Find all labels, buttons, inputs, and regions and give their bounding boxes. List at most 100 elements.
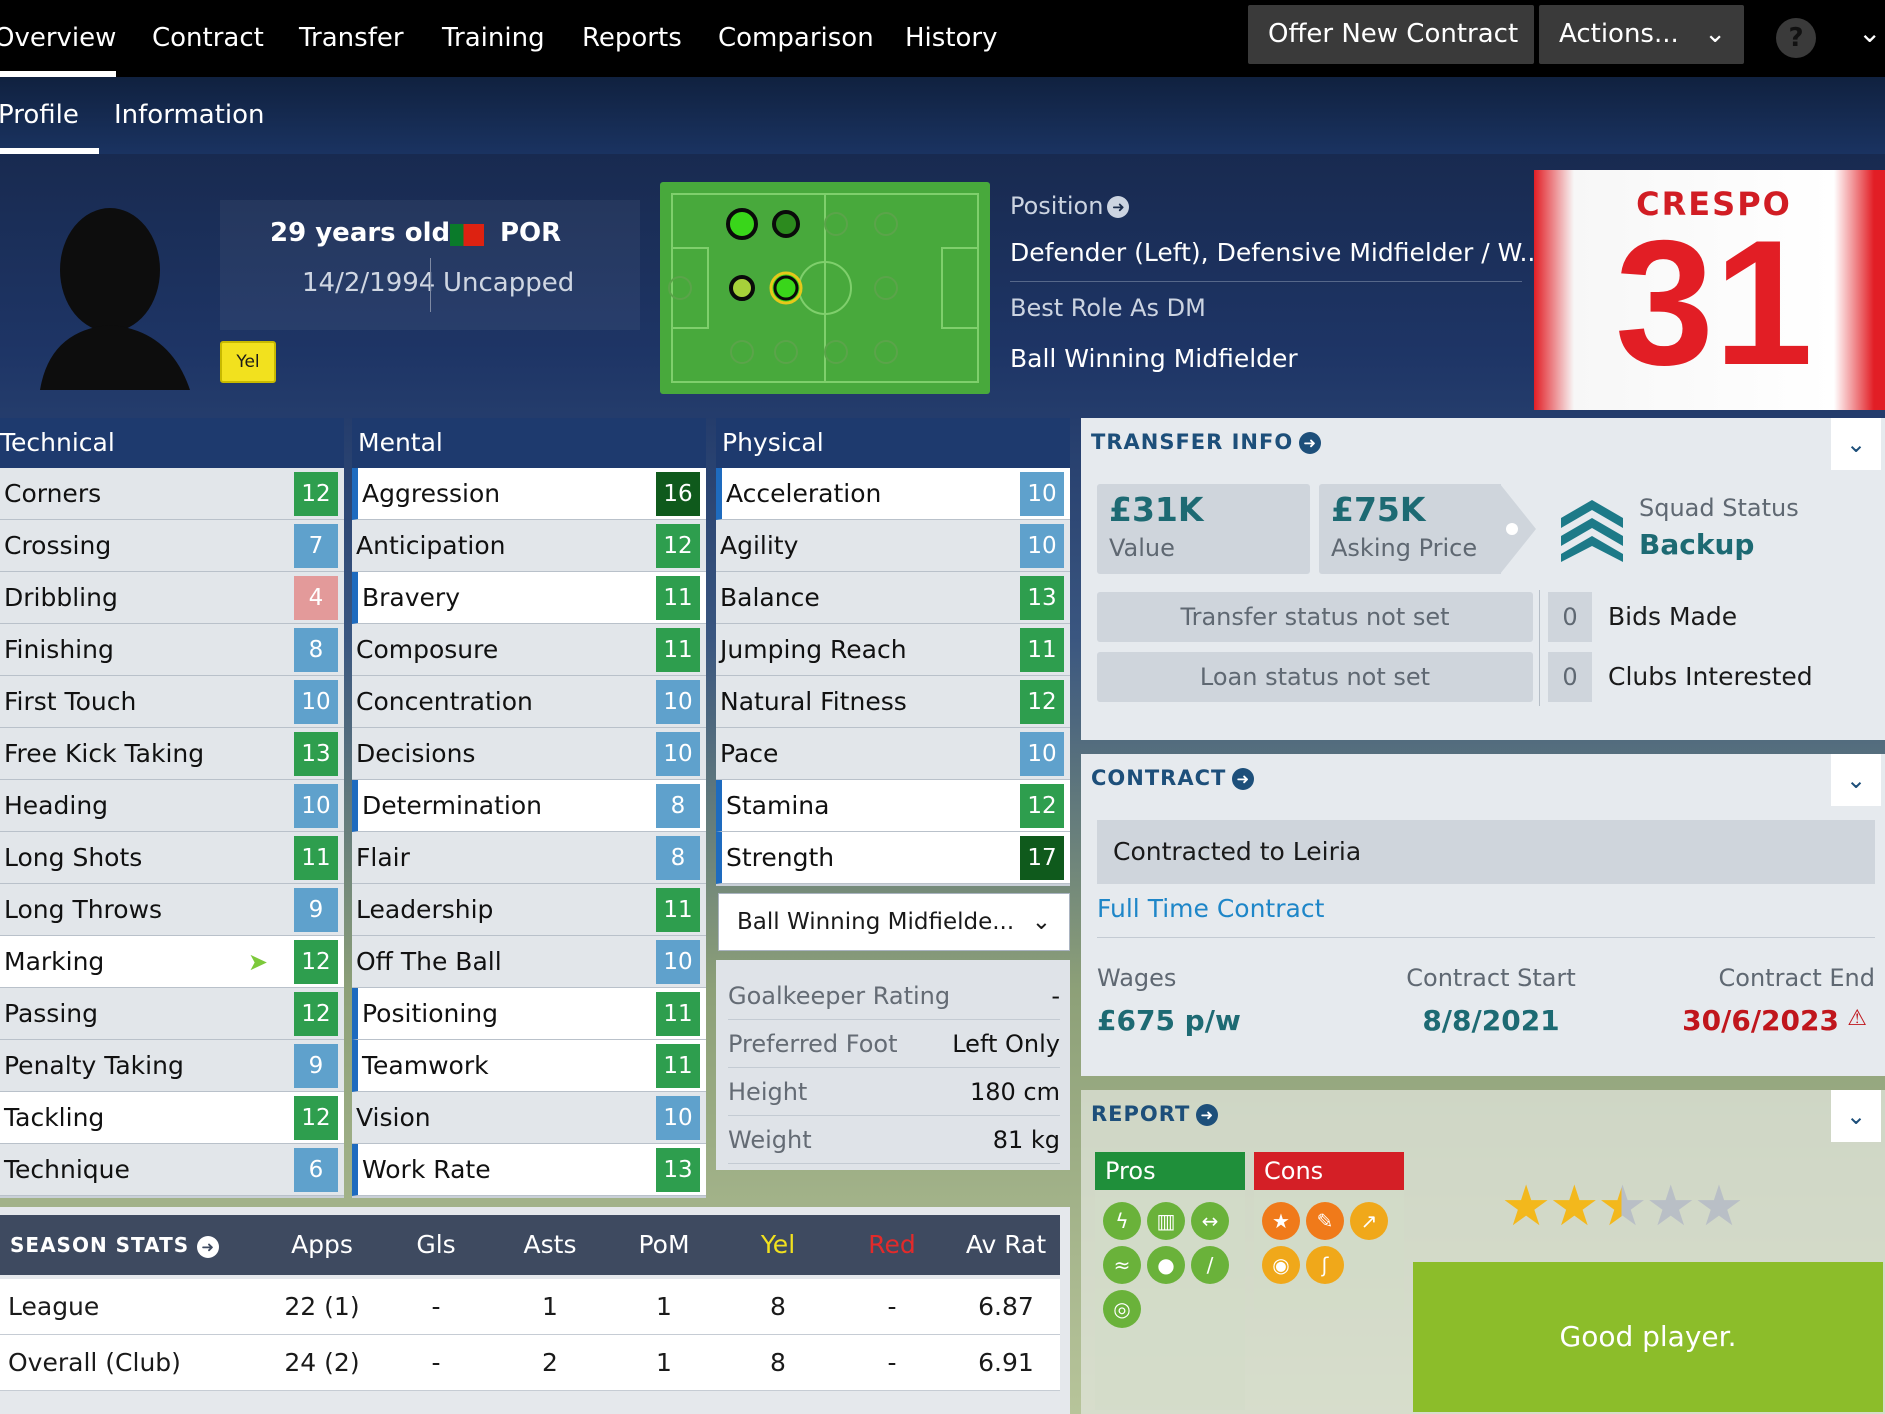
chevron-down-icon[interactable]: ⌄ bbox=[1831, 1090, 1881, 1142]
foot-icon[interactable]: ʃ bbox=[1306, 1246, 1344, 1284]
table-row[interactable]: Overall (Club) 24 (2) - 2 1 8 - 6.91 bbox=[0, 1335, 1060, 1391]
clubs-label[interactable]: Clubs Interested bbox=[1608, 662, 1813, 691]
attribute-row[interactable]: Long Throws 9 bbox=[0, 884, 344, 936]
attribute-row[interactable]: Tackling 12 bbox=[0, 1092, 344, 1144]
attribute-row[interactable]: Jumping Reach 11 bbox=[716, 624, 1070, 676]
attribute-row[interactable]: Work Rate 13 bbox=[352, 1144, 706, 1196]
warning-icon[interactable]: ⚠ bbox=[1847, 1006, 1867, 1031]
attribute-row[interactable]: Long Shots 11 bbox=[0, 832, 344, 884]
contract-end-value: 30/6/2023 bbox=[1682, 1004, 1839, 1037]
dumbbell-icon[interactable]: ↔ bbox=[1191, 1202, 1229, 1240]
attribute-row[interactable]: Bravery 11 bbox=[352, 572, 706, 624]
attribute-row[interactable]: Technique 6 bbox=[0, 1144, 344, 1196]
bids-label[interactable]: Bids Made bbox=[1608, 602, 1738, 631]
target-icon[interactable]: ◎ bbox=[1103, 1290, 1141, 1328]
season-stats: SEASON STATS ➜ Apps Gls Asts PoM Yel Red … bbox=[0, 1207, 1070, 1414]
attribute-row[interactable]: Decisions 10 bbox=[352, 728, 706, 780]
attribute-row[interactable]: Positioning 11 bbox=[352, 988, 706, 1040]
offer-new-contract-button[interactable]: Offer New Contract bbox=[1248, 5, 1534, 64]
col-pom[interactable]: PoM bbox=[638, 1230, 690, 1259]
lightning-icon[interactable]: ϟ bbox=[1103, 1202, 1141, 1240]
attribute-row[interactable]: Determination 8 bbox=[352, 780, 706, 832]
contract-title[interactable]: CONTRACT ➜ bbox=[1091, 766, 1255, 790]
asking-price-box[interactable]: £75K Asking Price bbox=[1319, 484, 1501, 574]
attribute-value: 10 bbox=[294, 784, 338, 828]
position-pitch[interactable] bbox=[660, 182, 990, 394]
attribute-row[interactable]: Leadership 11 bbox=[352, 884, 706, 936]
trend-up-icon[interactable]: ↗ bbox=[1350, 1202, 1388, 1240]
tab-comparison[interactable]: Comparison bbox=[718, 23, 874, 53]
report-title[interactable]: REPORT ➜ bbox=[1091, 1102, 1219, 1126]
attribute-row[interactable]: Natural Fitness 12 bbox=[716, 676, 1070, 728]
wrench-icon[interactable]: ✎ bbox=[1306, 1202, 1344, 1240]
tab-contract[interactable]: Contract bbox=[152, 23, 264, 53]
player-nationality[interactable]: POR bbox=[500, 218, 562, 248]
attribute-row[interactable]: Agility 10 bbox=[716, 520, 1070, 572]
col-gls[interactable]: Gls bbox=[416, 1230, 456, 1259]
attribute-row[interactable]: Balance 13 bbox=[716, 572, 1070, 624]
table-row[interactable]: League 22 (1) - 1 1 8 - 6.87 bbox=[0, 1279, 1060, 1335]
actions-button[interactable]: Actions... ⌄ bbox=[1539, 5, 1744, 64]
attribute-row[interactable]: Off The Ball 10 bbox=[352, 936, 706, 988]
ball-icon[interactable]: ◉ bbox=[1262, 1246, 1300, 1284]
info-label: Height bbox=[728, 1078, 808, 1106]
tab-information[interactable]: Information bbox=[114, 100, 265, 130]
attribute-row[interactable]: Acceleration 10 bbox=[716, 468, 1070, 520]
attribute-row[interactable]: Corners 12 bbox=[0, 468, 344, 520]
star-icon[interactable]: ★ bbox=[1262, 1202, 1300, 1240]
attribute-name: Stamina bbox=[726, 791, 830, 820]
attribute-value: 12 bbox=[294, 1096, 338, 1140]
chevron-down-icon[interactable]: ⌄ bbox=[1858, 16, 1882, 49]
attribute-row[interactable]: Stamina 12 bbox=[716, 780, 1070, 832]
transfer-status-button[interactable]: Transfer status not set bbox=[1097, 592, 1533, 642]
boot-icon[interactable]: / bbox=[1191, 1246, 1229, 1284]
attribute-row[interactable]: Dribbling 4 bbox=[0, 572, 344, 624]
tab-transfer[interactable]: Transfer bbox=[299, 23, 404, 53]
season-stats-header: SEASON STATS ➜ Apps Gls Asts PoM Yel Red … bbox=[0, 1215, 1060, 1275]
attribute-row[interactable]: Flair 8 bbox=[352, 832, 706, 884]
contract-type-link[interactable]: Full Time Contract bbox=[1097, 894, 1325, 923]
attribute-row[interactable]: Passing 12 bbox=[0, 988, 344, 1040]
attribute-row[interactable]: Teamwork 11 bbox=[352, 1040, 706, 1092]
col-red[interactable]: Red bbox=[868, 1230, 916, 1259]
help-icon[interactable]: ? bbox=[1776, 18, 1816, 58]
attribute-row[interactable]: Composure 11 bbox=[352, 624, 706, 676]
tab-profile[interactable]: Profile bbox=[0, 77, 99, 154]
col-av-rat[interactable]: Av Rat bbox=[965, 1230, 1047, 1259]
brain-icon[interactable]: ▥ bbox=[1147, 1202, 1185, 1240]
tab-training[interactable]: Training bbox=[442, 23, 545, 53]
attribute-row[interactable]: Marking 12 ➤ bbox=[0, 936, 344, 988]
col-asts[interactable]: Asts bbox=[523, 1230, 577, 1259]
attribute-row[interactable]: Aggression 16 bbox=[352, 468, 706, 520]
player-caps: Uncapped bbox=[443, 268, 575, 298]
attribute-row[interactable]: Vision 10 bbox=[352, 1092, 706, 1144]
col-yel[interactable]: Yel bbox=[760, 1230, 796, 1259]
tab-reports[interactable]: Reports bbox=[582, 23, 682, 53]
contract-card: CONTRACT ➜ ⌄ Contracted to Leiria Full Ti… bbox=[1081, 754, 1885, 1076]
attribute-row[interactable]: Penalty Taking 9 bbox=[0, 1040, 344, 1092]
chevron-down-icon[interactable]: ⌄ bbox=[1831, 418, 1881, 470]
handshake-icon[interactable]: ≈ bbox=[1103, 1246, 1141, 1284]
status-badge[interactable]: Yel bbox=[220, 341, 276, 383]
attribute-value: 7 bbox=[294, 524, 338, 568]
season-stats-title[interactable]: SEASON STATS ➜ bbox=[10, 1215, 220, 1275]
attribute-row[interactable]: Concentration 10 bbox=[352, 676, 706, 728]
role-dropdown[interactable]: Ball Winning Midfielde... ⌄ bbox=[718, 893, 1070, 951]
attribute-row[interactable]: Finishing 8 bbox=[0, 624, 344, 676]
chevron-down-icon[interactable]: ⌄ bbox=[1831, 754, 1881, 806]
attribute-row[interactable]: Strength 17 bbox=[716, 832, 1070, 884]
attribute-row[interactable]: Heading 10 bbox=[0, 780, 344, 832]
attribute-row[interactable]: Free Kick Taking 13 bbox=[0, 728, 344, 780]
loan-status-button[interactable]: Loan status not set bbox=[1097, 652, 1533, 702]
transfer-title[interactable]: TRANSFER INFO ➜ bbox=[1091, 430, 1322, 454]
head-icon[interactable]: ● bbox=[1147, 1246, 1185, 1284]
col-apps[interactable]: Apps bbox=[291, 1230, 353, 1259]
wages-value: £675 p/w bbox=[1097, 1004, 1241, 1037]
tab-history[interactable]: History bbox=[905, 23, 998, 53]
tab-overview[interactable]: Overview bbox=[0, 0, 117, 77]
attribute-row[interactable]: First Touch 10 bbox=[0, 676, 344, 728]
position-label[interactable]: Position ➜ bbox=[1010, 192, 1130, 220]
attribute-row[interactable]: Anticipation 12 bbox=[352, 520, 706, 572]
attribute-row[interactable]: Pace 10 bbox=[716, 728, 1070, 780]
attribute-row[interactable]: Crossing 7 bbox=[0, 520, 344, 572]
